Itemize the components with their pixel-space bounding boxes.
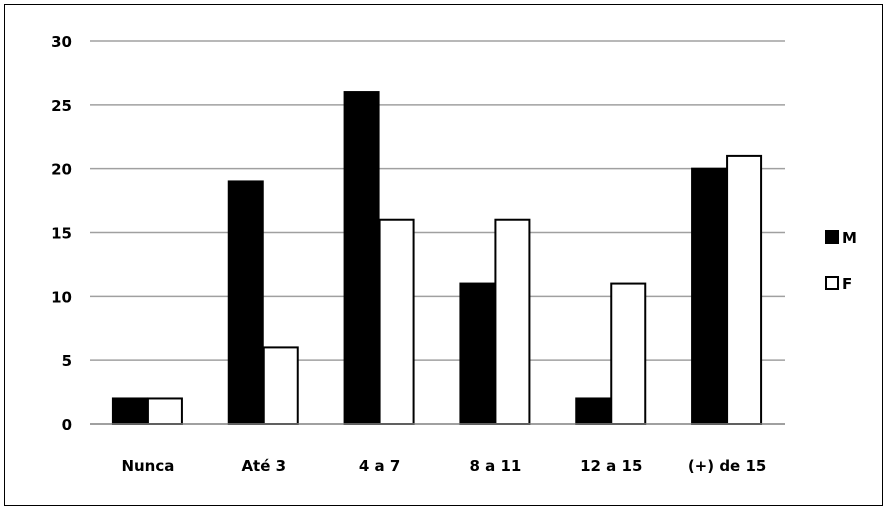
bar-f	[726, 154, 763, 425]
bar-f	[378, 218, 415, 425]
bar-m	[111, 397, 148, 426]
gridlines	[90, 40, 785, 361]
x-tick-label: 4 a 7	[359, 457, 400, 475]
y-axis-ticks: 0 5 10 15 20 25 30	[51, 33, 72, 434]
x-tick-label: Nunca	[121, 457, 174, 475]
bar-m	[575, 397, 612, 426]
bar-m	[691, 167, 728, 425]
bar-f	[146, 397, 183, 426]
legend: MF	[825, 229, 857, 293]
legend-label-m: M	[842, 229, 857, 247]
x-tick-label: 8 a 11	[469, 457, 521, 475]
bar-m	[343, 91, 380, 425]
y-tick-label: 30	[51, 33, 72, 51]
bars	[111, 91, 763, 426]
x-axis-ticks: Nunca Até 3 4 a 7 8 a 11 12 a 15 (+) de 15	[121, 457, 766, 475]
bar-m	[459, 282, 496, 426]
legend-swatch-m	[825, 230, 839, 244]
bar-f	[262, 346, 299, 425]
y-tick-label: 0	[62, 416, 72, 434]
bar-f	[494, 218, 531, 425]
y-tick-label: 5	[62, 352, 72, 370]
x-tick-label: (+) de 15	[688, 457, 767, 475]
bar-f	[610, 282, 647, 426]
legend-swatch-f	[825, 276, 839, 290]
legend-label-f: F	[842, 275, 852, 293]
y-tick-label: 15	[51, 225, 72, 243]
y-tick-label: 10	[51, 288, 72, 306]
x-tick-label: 12 a 15	[580, 457, 642, 475]
x-tick-label: Até 3	[241, 457, 286, 475]
bar-m	[227, 180, 264, 425]
y-tick-label: 20	[51, 161, 72, 179]
y-tick-label: 25	[51, 97, 72, 115]
